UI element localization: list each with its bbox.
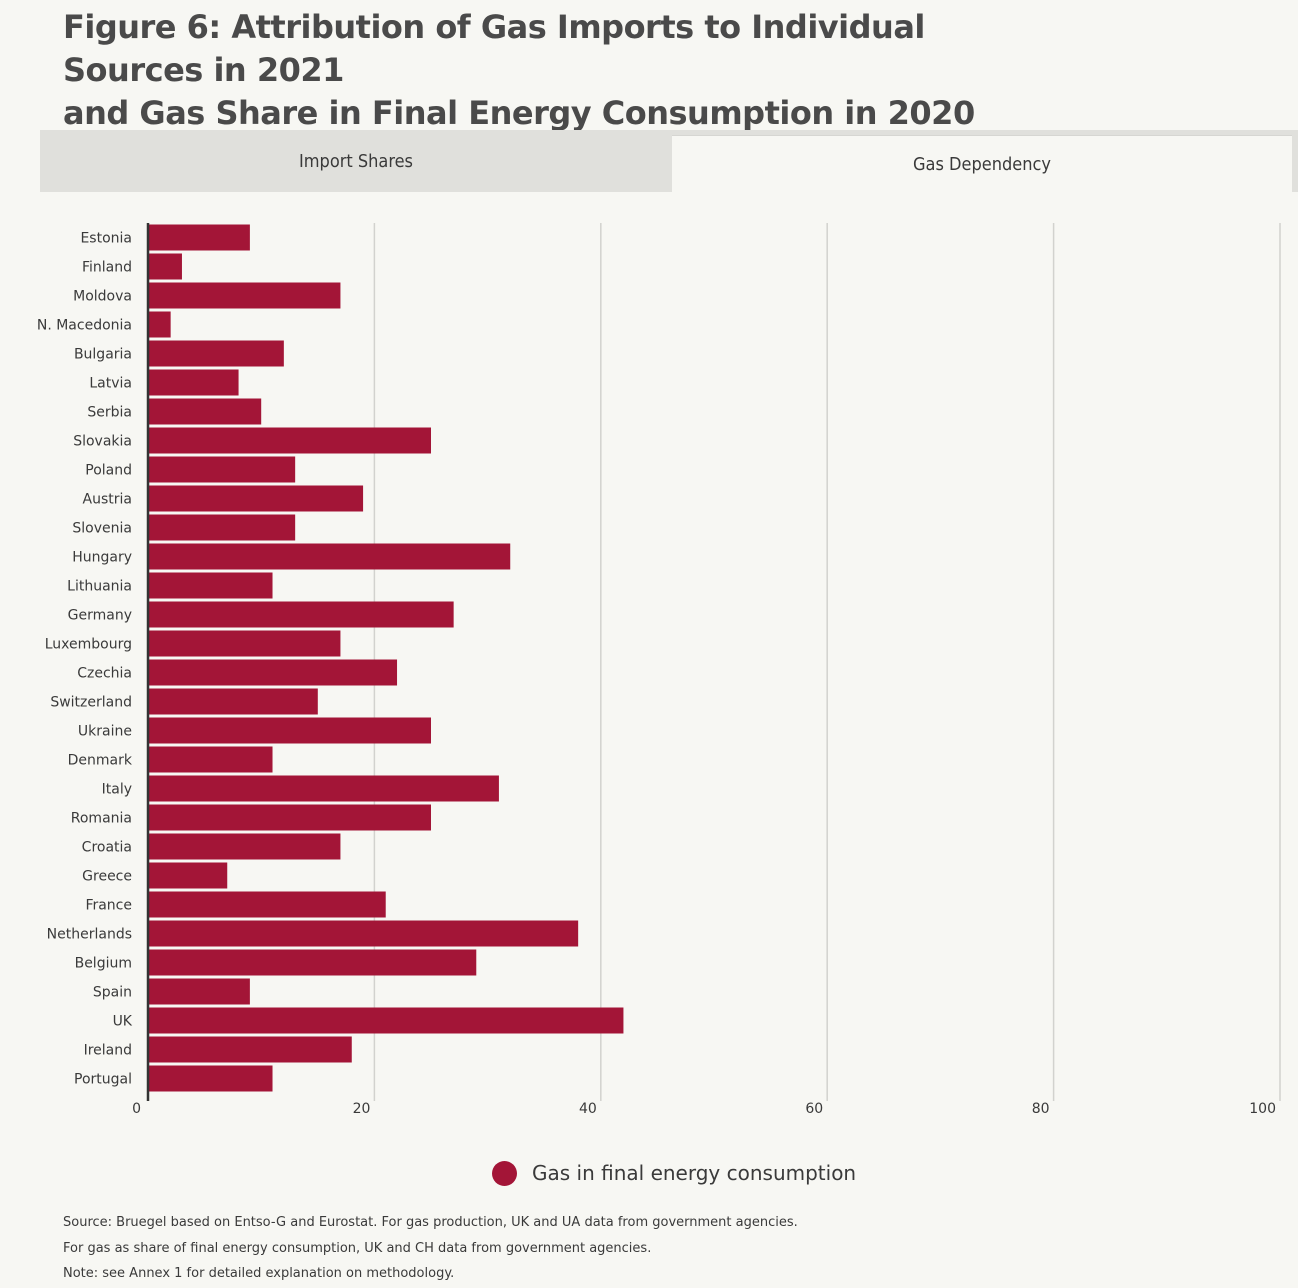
category-label: Slovenia [72,521,132,537]
bar-luxembourg[interactable] [148,630,341,657]
bar-hungary[interactable] [148,543,511,570]
category-labels: Estonia Finland Moldova N. Macedonia Bulgari… [37,231,133,1088]
category-label: Germany [68,608,132,624]
x-tick-label: 80 [1032,1101,1050,1117]
x-tick-label: 60 [805,1101,823,1117]
legend-label: Gas in final energy consumption [532,1161,857,1185]
bar-serbia[interactable] [148,398,262,425]
category-label: Latvia [89,376,132,392]
bar-romania[interactable] [148,804,431,831]
data-note: For gas as share of final energy consump… [63,1240,652,1256]
source-note: Source: Bruegel based on Entso-G and Eur… [63,1215,798,1230]
bars [148,224,624,1092]
bar-croatia[interactable] [148,833,341,860]
category-label: N. Macedonia [37,318,132,334]
bar-latvia[interactable] [148,369,239,396]
bar-greece[interactable] [148,862,228,889]
bar-slovakia[interactable] [148,427,431,454]
figure-title: Figure 6: Attribution of Gas Imports to … [63,6,1063,135]
category-label: Switzerland [50,695,132,711]
bar-n-macedonia[interactable] [148,311,171,338]
figure-title-line1: Figure 6: Attribution of Gas Imports to … [63,8,925,89]
legend-swatch[interactable] [492,1160,517,1186]
category-label: UK [113,1014,133,1030]
category-label: Austria [83,492,132,508]
category-label: Serbia [87,405,132,421]
category-label: Finland [82,260,132,276]
bar-uk[interactable] [148,1007,624,1034]
category-label: Ireland [84,1043,132,1059]
bar-portugal[interactable] [148,1065,273,1092]
category-label: Greece [82,869,132,885]
bar-czechia[interactable] [148,659,398,686]
category-label: Portugal [74,1072,132,1088]
category-label: France [85,898,132,914]
bar-slovenia[interactable] [148,514,296,541]
category-label: Denmark [68,753,133,769]
bar-poland[interactable] [148,456,296,483]
bar-lithuania[interactable] [148,572,273,599]
category-label: Ukraine [78,724,132,740]
x-tick-labels: 0 20 40 60 80 100 [132,1101,1276,1117]
category-label: Spain [93,985,132,1001]
gridlines [373,223,1281,1101]
bar-germany[interactable] [148,601,454,628]
category-label: Poland [85,463,132,479]
x-tick-label: 20 [353,1101,371,1117]
category-label: Romania [71,811,132,827]
footnotes: Source: Bruegel based on Entso-G and Eur… [63,1210,798,1287]
bar-moldova[interactable] [148,282,341,309]
bar-denmark[interactable] [148,746,273,773]
figure-title-line2: and Gas Share in Final Energy Consumptio… [63,94,975,132]
category-label: Italy [102,782,132,798]
tab-gas-dependency[interactable]: Gas Dependency [672,135,1292,193]
category-label: Luxembourg [45,637,132,653]
x-tick-label: 100 [1249,1101,1276,1117]
x-tick-label: 40 [579,1101,597,1117]
category-label: Netherlands [47,927,132,943]
bar-estonia[interactable] [148,224,250,251]
bar-france[interactable] [148,891,386,918]
methodology-note: Note: see Annex 1 for detailed explanati… [63,1266,455,1281]
bar-belgium[interactable] [148,949,477,976]
x-tick-label: 0 [132,1101,141,1117]
bar-bulgaria[interactable] [148,340,284,367]
bar-finland[interactable] [148,253,182,280]
bar-italy[interactable] [148,775,499,802]
category-label: Bulgaria [74,347,132,363]
bar-netherlands[interactable] [148,920,579,947]
category-label: Hungary [72,550,132,566]
category-label: Czechia [77,666,132,682]
category-label: Estonia [80,231,132,247]
category-label: Croatia [82,840,132,856]
tab-import-shares[interactable]: Import Shares [298,150,413,172]
bar-chart: Estonia Finland Moldova N. Macedonia Bulgari… [37,223,1281,1117]
bar-ireland[interactable] [148,1036,352,1063]
category-label: Lithuania [67,579,132,595]
bar-ukraine[interactable] [148,717,431,744]
legend: Gas in final energy consumption [492,1158,856,1188]
bar-austria[interactable] [148,485,364,512]
tab-bar: Import Shares Gas Dependency [40,130,1298,193]
bar-spain[interactable] [148,978,250,1005]
category-label: Moldova [73,289,132,305]
category-label: Belgium [75,956,132,972]
bar-switzerland[interactable] [148,688,318,715]
category-label: Slovakia [73,434,132,450]
